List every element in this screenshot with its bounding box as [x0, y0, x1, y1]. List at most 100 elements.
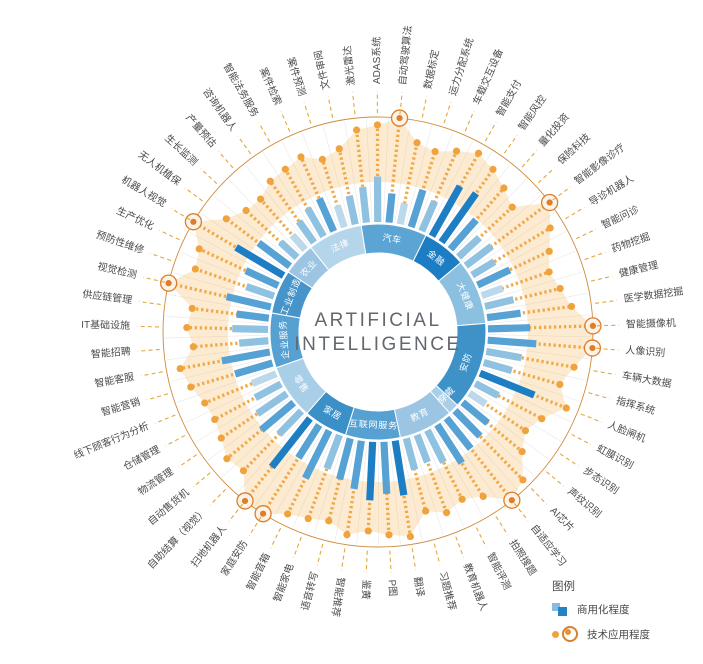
grid-spoke [474, 231, 566, 281]
commercialization-bar [443, 415, 474, 451]
outer-label: 智能客服 [93, 370, 135, 390]
grid-spoke [366, 119, 373, 223]
label-leader-line [521, 150, 538, 168]
tech-endpoint-dot [188, 304, 196, 313]
outer-label: 翻译 [411, 576, 426, 598]
commercialization-bar [463, 243, 494, 269]
tech-endpoint-dot [546, 199, 553, 206]
commercialization-bar [413, 433, 431, 464]
grid-spoke [254, 421, 315, 507]
outer-label: IT基础设施 [81, 318, 130, 332]
tech-endpoint-dot [474, 149, 483, 157]
tech-endpoint-dot [500, 184, 508, 192]
legend-label-tech-application: 技术应用程度 [587, 628, 650, 641]
grid-spoke [436, 151, 493, 240]
grid-spoke [479, 250, 576, 291]
grid-spoke [281, 141, 329, 234]
outer-label: 导诊机器人 [586, 172, 636, 209]
tech-endpoint-dot [422, 507, 430, 515]
label-leader-line [580, 413, 602, 423]
commercialization-bar [473, 380, 500, 399]
grid-spoke [262, 152, 320, 240]
outer-label: 案件预测 [284, 56, 309, 98]
commercialization-bar [396, 202, 409, 225]
legend-item-tech-application: 技术应用程度 [552, 626, 702, 642]
outer-label: 声纹识别 [565, 485, 604, 521]
ring-sector-label: 汽车 [382, 232, 403, 246]
tech-endpoint-dot [352, 126, 361, 134]
label-leader-line [399, 92, 403, 115]
grid-spoke [400, 439, 423, 541]
label-leader-line [365, 550, 368, 573]
commercialization-bar [418, 199, 439, 233]
tech-endpoint-dot [318, 155, 327, 163]
label-leader-line [140, 371, 163, 377]
label-leader-line [559, 453, 579, 467]
tech-endpoint-dot [190, 218, 197, 225]
legend-title: 图例 [552, 581, 575, 593]
commercialization-bar [336, 437, 354, 481]
commercialization-bar [373, 176, 382, 223]
label-leader-line [270, 527, 282, 549]
label-leader-line [159, 229, 180, 241]
commercialization-bar [234, 244, 286, 279]
commercialization-bar [434, 422, 465, 465]
commercialization-bar [407, 188, 427, 229]
commercialization-legend-icon [552, 602, 569, 617]
grid-spoke [445, 164, 511, 246]
commercialization-bar [302, 428, 333, 480]
commercialization-bar [424, 428, 447, 464]
outer-label: 文件审阅 [311, 49, 332, 91]
tech-endpoint-dot [508, 203, 516, 211]
outer-label: 供应链管理 [82, 287, 133, 306]
commercialization-bar [244, 267, 280, 289]
label-leader-line [552, 186, 571, 201]
ring-sector-label: 企业服务 [277, 320, 291, 360]
tech-endpoint-dot [556, 380, 564, 389]
tech-endpoint-dot [589, 322, 597, 330]
tech-endpoint-dot [562, 404, 570, 412]
grid-spoke [207, 397, 291, 461]
grid-spoke [411, 436, 444, 535]
outer-label: 人脸闸机 [606, 418, 648, 445]
tech-application-ray [439, 428, 485, 498]
label-leader-line [565, 206, 585, 220]
tech-application-ray [179, 351, 265, 371]
outer-label: 智能风控 [515, 93, 549, 133]
tech-endpoint-dot [570, 363, 578, 371]
label-leader-line [316, 543, 324, 566]
outer-label: 医学数据挖掘 [623, 284, 684, 305]
label-leader-line [165, 434, 186, 447]
tech-endpoint-dot [191, 265, 199, 273]
commercialization-bar [304, 206, 327, 239]
tech-endpoint-dot [223, 455, 231, 463]
grid-spoke [176, 368, 275, 403]
grid-spoke [472, 388, 562, 442]
grid-spoke [170, 357, 272, 382]
outer-label: 视觉检测 [96, 259, 138, 281]
tech-endpoint-dot [242, 206, 250, 215]
outer-label: 激光雷达 [340, 45, 357, 86]
grid-spoke [394, 121, 411, 224]
grid-spoke [302, 132, 340, 230]
outer-label: 预防性维修 [94, 228, 146, 257]
label-leader-line [596, 324, 619, 327]
tech-endpoint-dot [385, 531, 393, 539]
grid-spoke [166, 346, 269, 361]
grid-spoke [195, 388, 285, 443]
commercialization-bar [452, 408, 483, 439]
ring-sector-label: 互联网服务 [349, 418, 398, 431]
commercialization-bar [484, 296, 515, 310]
commercialization-bar [295, 219, 317, 245]
grid-spoke [462, 194, 542, 262]
tech-endpoint-dot [297, 153, 305, 161]
label-leader-line [584, 251, 606, 261]
commercialization-bar [255, 390, 289, 417]
grid-spoke [245, 165, 310, 247]
label-leader-line [293, 536, 302, 558]
commercialization-bar [289, 232, 308, 252]
tech-endpoint-dot [304, 514, 312, 523]
commercialization-bar [225, 293, 272, 311]
label-leader-line [590, 275, 613, 282]
